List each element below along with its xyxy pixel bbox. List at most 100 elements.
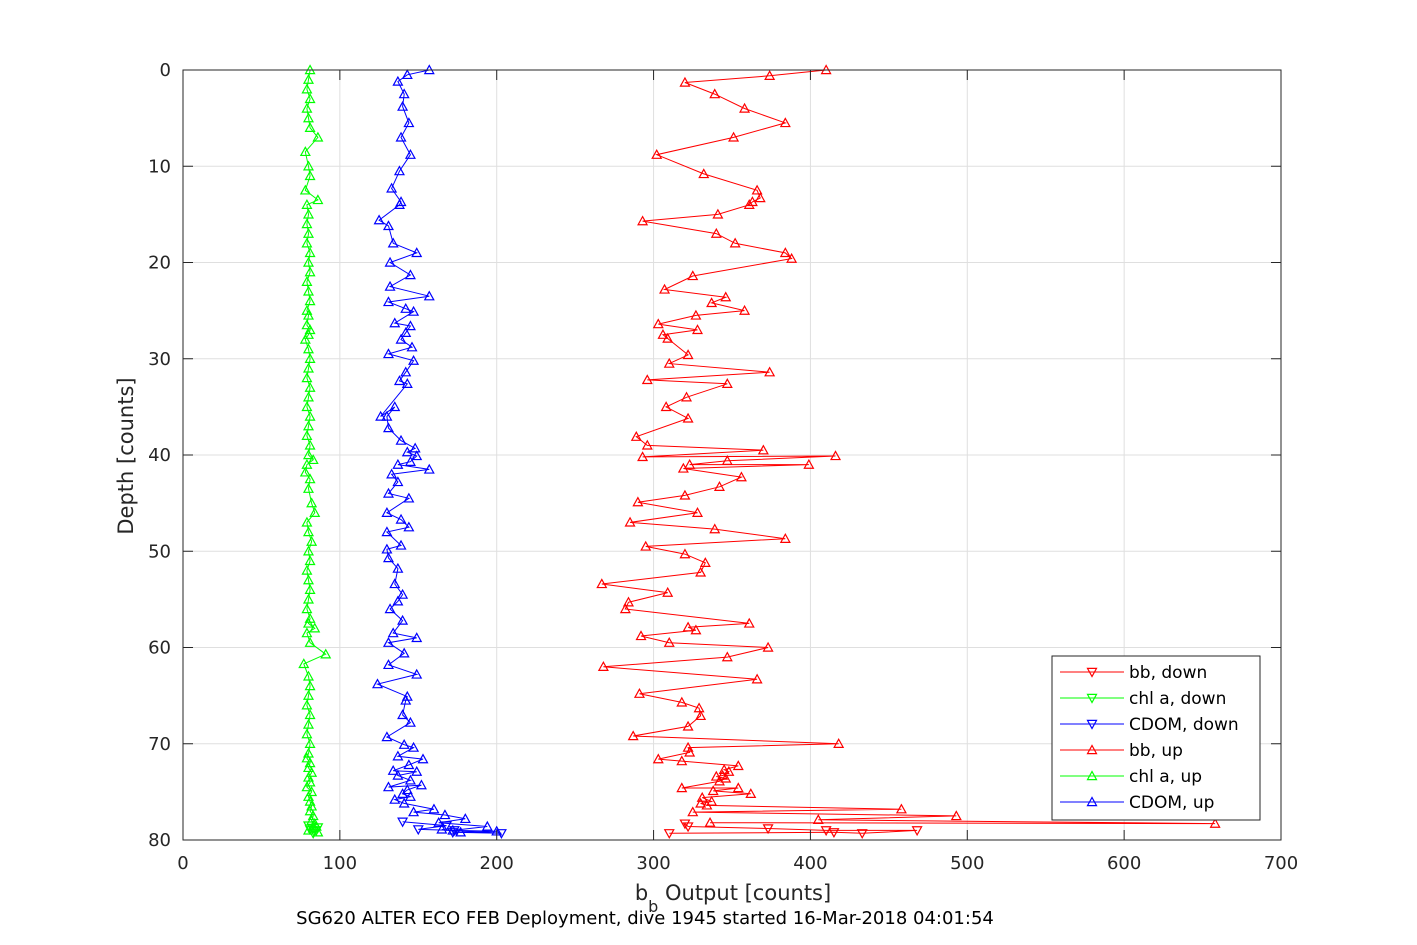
data-point bbox=[657, 328, 669, 339]
data-point bbox=[304, 266, 316, 277]
data-point bbox=[699, 557, 711, 568]
data-point bbox=[393, 165, 405, 176]
data-point bbox=[743, 199, 755, 209]
data-point bbox=[695, 797, 707, 808]
data-point bbox=[307, 822, 319, 833]
data-point bbox=[428, 803, 440, 814]
data-point bbox=[302, 482, 315, 493]
data-point bbox=[304, 473, 316, 484]
data-point bbox=[393, 375, 405, 386]
x-tick-label: 300 bbox=[636, 853, 670, 874]
legend-label: chl a, down bbox=[1129, 689, 1226, 709]
data-point bbox=[641, 374, 653, 385]
data-point bbox=[408, 354, 420, 365]
data-point bbox=[411, 247, 423, 258]
data-point bbox=[833, 738, 845, 748]
data-point bbox=[384, 256, 396, 267]
legend-marker bbox=[1086, 667, 1098, 678]
legend-marker bbox=[1086, 796, 1098, 807]
data-point bbox=[632, 496, 644, 507]
data-point bbox=[779, 247, 791, 258]
data-point bbox=[757, 444, 769, 455]
data-point bbox=[676, 782, 688, 793]
data-point bbox=[677, 462, 689, 473]
data-point bbox=[392, 750, 404, 761]
data-point bbox=[302, 670, 315, 681]
data-point bbox=[389, 401, 401, 412]
series-line-bb-down bbox=[669, 823, 918, 834]
data-point bbox=[751, 184, 763, 195]
data-point bbox=[398, 88, 410, 99]
data-point bbox=[691, 324, 704, 335]
data-point bbox=[652, 318, 664, 329]
data-point bbox=[395, 539, 407, 550]
data-point bbox=[304, 170, 316, 181]
data-point bbox=[389, 317, 401, 328]
data-point bbox=[312, 194, 324, 205]
data-point bbox=[304, 247, 316, 258]
data-point bbox=[302, 343, 315, 354]
x-tick-label: 700 bbox=[1264, 853, 1298, 874]
data-point bbox=[404, 716, 416, 727]
data-point bbox=[820, 826, 832, 837]
data-point bbox=[423, 463, 435, 474]
data-point bbox=[400, 366, 412, 377]
legend-marker bbox=[1086, 693, 1098, 704]
data-point bbox=[640, 540, 652, 551]
data-point bbox=[637, 215, 649, 226]
data-point bbox=[304, 805, 316, 816]
legend-item: chl a, down bbox=[1060, 689, 1226, 709]
data-point bbox=[302, 574, 315, 585]
data-point bbox=[384, 280, 396, 291]
data-point bbox=[691, 507, 704, 517]
data-point bbox=[381, 543, 393, 554]
data-point bbox=[762, 641, 774, 652]
data-point bbox=[682, 412, 694, 423]
data-point bbox=[856, 829, 868, 839]
data-point bbox=[403, 117, 415, 128]
data-point bbox=[397, 100, 409, 111]
data-point bbox=[302, 208, 315, 219]
data-point bbox=[302, 73, 315, 84]
data-point bbox=[404, 320, 416, 331]
x-axis-label: bb Output [counts] bbox=[635, 881, 831, 916]
legend-label: bb, down bbox=[1129, 663, 1207, 683]
data-point bbox=[404, 774, 416, 785]
data-point bbox=[723, 765, 735, 776]
data-point bbox=[301, 276, 313, 286]
data-point bbox=[384, 603, 396, 614]
data-point bbox=[304, 93, 316, 104]
data-point bbox=[404, 148, 416, 159]
data-point bbox=[439, 809, 451, 820]
data-point bbox=[304, 738, 316, 748]
series-line-cdom-up bbox=[375, 69, 497, 833]
legend-item: chl a, up bbox=[1060, 767, 1202, 787]
data-point bbox=[687, 806, 699, 817]
data-point bbox=[304, 439, 316, 450]
data-point bbox=[786, 252, 798, 263]
data-point bbox=[309, 507, 321, 517]
data-point bbox=[306, 766, 318, 777]
data-point bbox=[735, 471, 747, 482]
data-point bbox=[720, 291, 732, 302]
y-tick-label: 0 bbox=[160, 60, 171, 81]
data-point bbox=[302, 285, 315, 296]
data-point bbox=[404, 456, 416, 466]
data-point bbox=[409, 442, 421, 453]
data-point bbox=[481, 820, 493, 831]
data-point bbox=[299, 333, 311, 344]
data-point bbox=[403, 521, 415, 532]
data-point bbox=[302, 689, 315, 700]
data-point bbox=[690, 309, 702, 320]
data-point bbox=[911, 826, 923, 837]
data-point bbox=[662, 332, 674, 343]
data-point bbox=[304, 122, 316, 132]
x-tick-labels: 0 100 200 300 400 500 600 700 bbox=[177, 853, 1298, 874]
data-point bbox=[830, 450, 842, 461]
data-point bbox=[301, 199, 313, 209]
data-point bbox=[301, 781, 313, 792]
data-point bbox=[301, 401, 313, 412]
data-point bbox=[627, 730, 639, 741]
data-point bbox=[706, 297, 718, 308]
data-point bbox=[406, 341, 418, 352]
